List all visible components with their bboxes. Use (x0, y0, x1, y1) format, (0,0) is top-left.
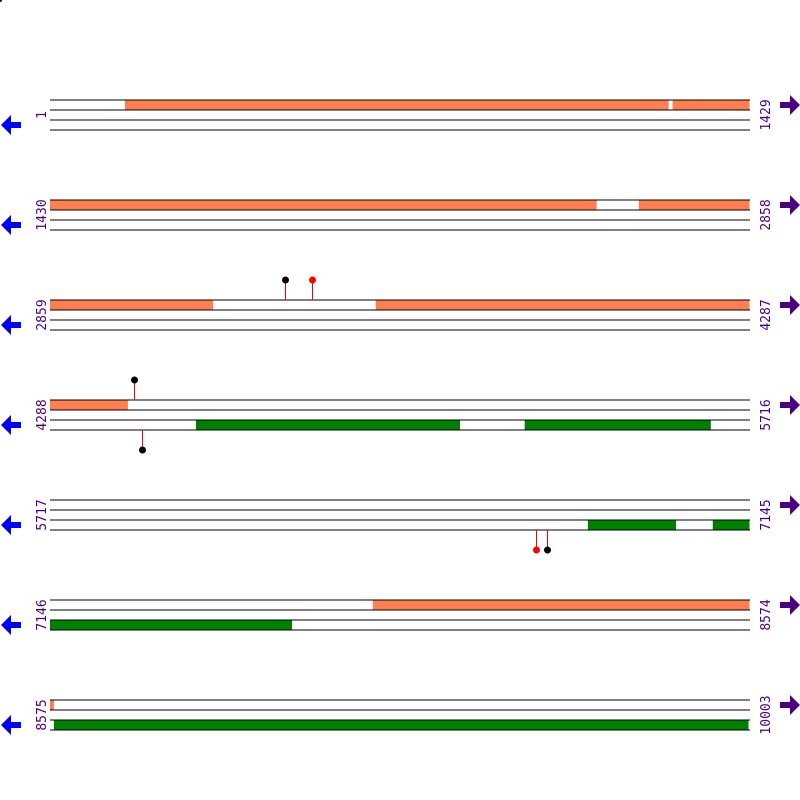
forward-feature (124, 100, 669, 110)
forward-feature (638, 200, 750, 210)
arrow-left-icon (1, 315, 21, 335)
marker-head (282, 276, 289, 284)
reverse-feature (712, 520, 750, 530)
arrow-right-icon (780, 495, 800, 515)
map-row: 7146 8574 (1, 595, 800, 635)
forward-feature (375, 300, 750, 310)
row-start-label: 5717 (35, 499, 50, 530)
row-start-label: 7146 (35, 599, 50, 630)
row-end-label: 1429 (759, 99, 774, 130)
row-end-label: 10003 (759, 695, 774, 734)
map-row: 1430 2858 (1, 195, 800, 235)
arrow-right-icon (780, 395, 800, 415)
arrow-left-icon (1, 215, 21, 235)
arrow-right-icon (780, 195, 800, 215)
row-start-label: 1430 (35, 199, 50, 230)
map-row: 8575 10003 (1, 695, 800, 735)
arrow-left-icon (1, 715, 21, 735)
map-row: 5717 7145 (1, 495, 800, 554)
arrow-left-icon (1, 515, 21, 535)
reverse-feature (195, 420, 461, 430)
row-end-label: 5716 (759, 399, 774, 430)
forward-feature (372, 600, 750, 610)
map-row: 4288 5716 (1, 376, 800, 454)
marker-head (544, 546, 551, 554)
forward-feature (50, 700, 54, 710)
marker-head (131, 376, 138, 384)
arrow-left-icon (1, 415, 21, 435)
row-end-label: 7145 (759, 499, 774, 530)
map-row: 2859 4287 (1, 276, 800, 335)
forward-feature (672, 100, 750, 110)
arrow-left-icon (1, 115, 21, 135)
reverse-feature (587, 520, 677, 530)
forward-feature (50, 300, 214, 310)
arrow-right-icon (780, 95, 800, 115)
row-start-label: 8575 (35, 699, 50, 730)
arrow-right-icon (780, 295, 800, 315)
arrow-left-icon (1, 615, 21, 635)
arrow-right-icon (780, 595, 800, 615)
reverse-feature (53, 720, 749, 730)
marker-head (309, 276, 316, 284)
row-end-label: 8574 (759, 599, 774, 630)
reverse-feature (50, 620, 292, 630)
row-start-label: 1 (35, 111, 50, 119)
marker-head (139, 446, 146, 454)
map-row: 1 1429 (1, 95, 800, 135)
row-start-label: 4288 (35, 399, 50, 430)
arrow-right-icon (780, 695, 800, 715)
marker-head (533, 546, 540, 554)
corner-dot (0, 0, 2, 2)
row-end-label: 4287 (759, 299, 774, 330)
row-start-label: 2859 (35, 299, 50, 330)
forward-feature (50, 400, 128, 410)
row-end-label: 2858 (759, 199, 774, 230)
reverse-feature (524, 420, 711, 430)
forward-feature (50, 200, 597, 210)
